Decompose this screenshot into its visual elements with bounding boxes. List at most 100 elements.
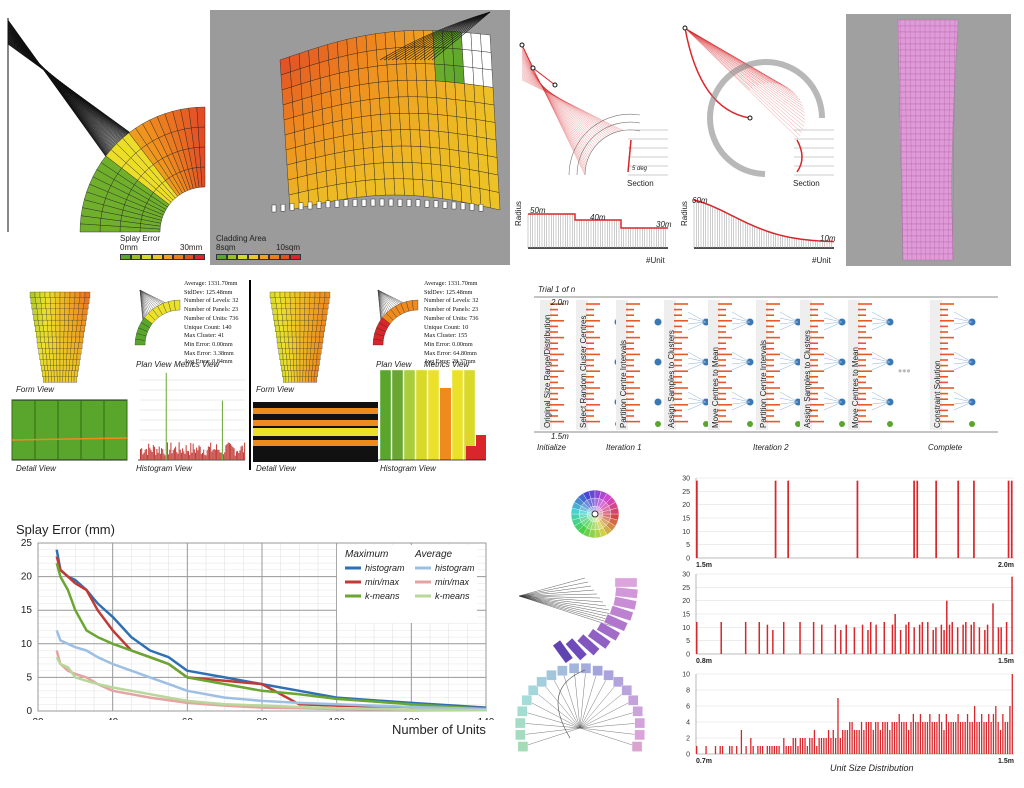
wheel2-cell <box>577 633 600 656</box>
hist-bar <box>220 452 222 460</box>
kmeans-step-bg <box>930 300 942 430</box>
form-panel <box>44 336 49 344</box>
form-panel <box>46 359 51 366</box>
form-panel <box>72 359 77 366</box>
kmeans-assign <box>871 357 891 363</box>
cladding-panel <box>477 153 489 174</box>
tower-band <box>899 103 954 111</box>
hist-bar <box>159 453 161 460</box>
cladding-panel <box>405 63 417 81</box>
hist-bar <box>148 443 150 460</box>
cladding-panel <box>368 81 380 100</box>
wheel3-cell <box>592 665 603 676</box>
kmeans-step-label: Constraint Solution <box>933 360 942 428</box>
form-panel <box>69 364 73 372</box>
form-panel <box>310 353 314 361</box>
detail-band <box>253 420 378 426</box>
cladding-panel <box>356 35 368 54</box>
hist-bar <box>152 445 154 460</box>
bar-mark <box>696 480 698 558</box>
bar-mark <box>839 738 841 754</box>
section-fan-line <box>684 27 799 139</box>
cladding-panel <box>434 63 446 82</box>
cladding-panel <box>399 113 411 130</box>
form-panel <box>34 319 39 327</box>
x-tick-label: 20 <box>32 717 44 720</box>
kmeans-step-label: Partition Centre Intervals <box>759 339 768 428</box>
bar-mark <box>696 746 698 754</box>
form-panel <box>55 308 61 316</box>
form-panel <box>48 376 52 383</box>
form-panel <box>285 376 289 383</box>
cladding-panel <box>485 120 497 141</box>
kmeans-step-bg <box>616 300 628 430</box>
form-panel <box>277 314 283 321</box>
form-panel <box>72 325 77 332</box>
cladding-panel <box>323 137 335 156</box>
form-panel <box>57 376 61 383</box>
metric-line: Number of Units: 736 <box>184 314 239 322</box>
tower-band <box>902 235 953 243</box>
kmeans-step-bg <box>800 300 812 430</box>
form-panel <box>47 325 52 332</box>
form-panel <box>68 319 73 327</box>
tower-band <box>901 175 952 183</box>
form-panel <box>306 353 311 361</box>
form-panel <box>276 303 282 310</box>
cladding-panel <box>353 148 365 167</box>
form-panel <box>279 331 285 338</box>
form-panel <box>303 353 307 361</box>
cladding-panel <box>421 162 433 181</box>
hist-bar <box>192 443 194 460</box>
hist-bar <box>150 450 152 460</box>
form-panel <box>277 342 282 349</box>
cladding-panel <box>352 132 364 151</box>
bar-mark <box>719 746 721 754</box>
detail-band <box>253 408 378 414</box>
bar-y-tick-label: 8 <box>686 688 690 695</box>
kmeans-step-label: Partition Centre Intervals <box>619 339 628 428</box>
cladding-panel <box>390 129 402 147</box>
legend-label: histogram <box>365 563 405 573</box>
cladding-support <box>289 203 295 211</box>
hist-bar <box>145 448 147 460</box>
bar-mark <box>899 630 902 654</box>
form-panel <box>282 314 287 321</box>
hist-bar <box>221 400 223 460</box>
tower-mullion <box>938 19 941 261</box>
wheel2-line <box>518 589 595 597</box>
wheel3-cell <box>536 676 547 688</box>
cladding-panel <box>408 113 420 131</box>
cladding-panel <box>367 65 379 84</box>
wheel-cell <box>610 507 620 515</box>
bar-mark <box>842 730 844 754</box>
cladding-panel <box>344 149 356 168</box>
splay-error-label: Splay Error <box>120 234 161 243</box>
form-panel <box>79 336 84 344</box>
cladding-panel <box>476 136 488 156</box>
form-panel <box>295 331 301 338</box>
kmeans-assign <box>687 357 707 363</box>
cladding-panel <box>294 129 306 148</box>
cladding-panel <box>295 144 307 163</box>
form-panel <box>59 364 64 372</box>
wheel3-line <box>579 690 627 729</box>
form-panel <box>308 319 313 327</box>
bar-mark <box>950 722 952 754</box>
section-fan-line <box>521 68 605 138</box>
bar-mark <box>962 722 964 754</box>
hist-bar <box>180 452 182 460</box>
color-wheels <box>515 489 645 752</box>
section-label-1: Section <box>627 179 654 188</box>
form-panel <box>291 376 295 383</box>
bar-y-tick-label: 10 <box>682 625 690 632</box>
tower-mullion <box>904 19 908 261</box>
plan-cell <box>173 299 181 311</box>
series-line-maximum-histogram <box>55 549 487 709</box>
bar-y-tick-label: 0 <box>686 556 690 563</box>
form-panel <box>45 348 50 355</box>
form-panel <box>304 297 310 304</box>
bar-mark <box>948 722 950 754</box>
bar-mark <box>978 627 981 654</box>
kmeans-assign <box>731 357 751 363</box>
